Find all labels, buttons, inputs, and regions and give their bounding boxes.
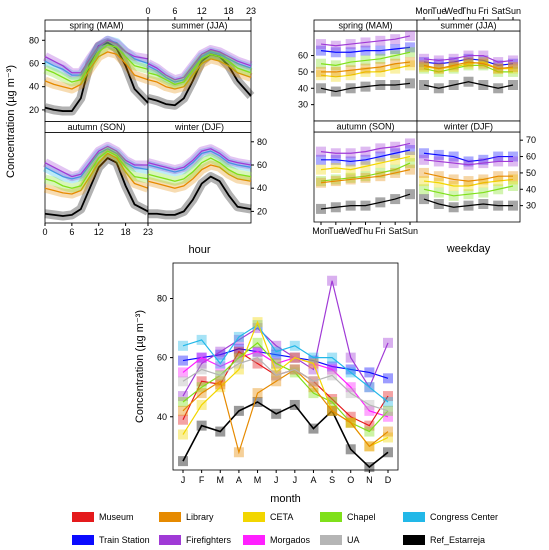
month-xtick-label: J: [274, 475, 279, 485]
hour-ytick-label: 40: [29, 82, 39, 92]
legend-swatch: [320, 535, 342, 545]
weekday-xlabel: weekday: [446, 243, 491, 255]
hour-panel-title: spring (MAM): [69, 21, 123, 31]
hour-ytick-label: 20: [257, 206, 267, 216]
hour-xlabel: hour: [188, 244, 210, 256]
legend-swatch: [159, 535, 181, 545]
legend-label: UA: [347, 535, 360, 545]
weekday-xtick-label: Fri: [478, 6, 489, 16]
legend-label: Library: [186, 512, 214, 522]
weekday-xtick-label: Mon: [415, 6, 433, 16]
month-xtick-label: N: [366, 475, 373, 485]
legend-swatch: [72, 535, 94, 545]
weekday-panel-title: spring (MAM): [338, 21, 392, 31]
weekday-point: [405, 31, 415, 41]
hour-panel-title: autumn (SON): [67, 122, 125, 132]
hour-ytick-label: 80: [257, 137, 267, 147]
month-xtick-label: M: [254, 475, 262, 485]
month-xtick-label: A: [310, 475, 316, 485]
weekday-xtick-label: Sun: [402, 226, 418, 236]
legend-label: Morgados: [270, 535, 311, 545]
hour-xtick-label: 23: [246, 6, 256, 16]
hour-xtick-label: 12: [94, 227, 104, 237]
legend-swatch: [403, 535, 425, 545]
weekday-ytick-label: 60: [526, 152, 536, 162]
hour-xtick-label: 0: [42, 227, 47, 237]
legend-label: Museum: [99, 512, 134, 522]
legend-label: Ref_Estarreja: [430, 535, 485, 545]
hour-ytick-label: 20: [29, 105, 39, 115]
hour-panel-title: summer (JJA): [172, 21, 228, 31]
weekday-panel: [417, 31, 520, 121]
legend-label: Congress Center: [430, 512, 498, 522]
legend-label: Train Station: [99, 535, 150, 545]
hour-ytick-label: 60: [257, 160, 267, 170]
weekday-xtick-label: Mon: [312, 226, 330, 236]
weekday-ytick-label: 50: [298, 67, 308, 77]
month-xtick-label: J: [181, 475, 186, 485]
legend: Museum Library CETA Chapel Congress Center Tr…: [72, 512, 498, 545]
hour-panel-title: winter (DJF): [174, 122, 224, 132]
month-xlabel: month: [270, 493, 301, 505]
legend-label: CETA: [270, 512, 293, 522]
month-ytick-label: 80: [157, 293, 167, 303]
hour-xtick-label: 0: [145, 6, 150, 16]
month-ytick-label: 60: [157, 353, 167, 363]
weekday-panel-title: summer (JJA): [441, 21, 497, 31]
month-ylabel: Concentration (µg m⁻³): [134, 310, 146, 423]
weekday-panel-title: autumn (SON): [336, 122, 394, 132]
month-xtick-label: S: [329, 475, 335, 485]
hour-xtick-label: 6: [69, 227, 74, 237]
weekday-ytick-label: 60: [298, 51, 308, 61]
weekday-xtick-label: Sat: [388, 226, 402, 236]
weekday-chart: spring (MAM) summer (JJA) autumn (SON) wint…: [298, 6, 536, 255]
legend-swatch: [72, 512, 94, 522]
month-xtick-label: M: [217, 475, 225, 485]
month-xtick-label: J: [293, 475, 298, 485]
hour-xtick-label: 12: [197, 6, 207, 16]
weekday-xtick-label: Sat: [491, 6, 505, 16]
hour-ytick-label: 60: [29, 58, 39, 68]
hour-xtick-label: 23: [143, 227, 153, 237]
hour-chart: spring (MAM) summer (JJA) autumn (SON) wint…: [5, 6, 267, 256]
weekday-xtick-label: Thu: [358, 226, 374, 236]
legend-label: Chapel: [347, 512, 376, 522]
month-ytick-label: 40: [157, 412, 167, 422]
weekday-ytick-label: 70: [526, 135, 536, 145]
legend-label: Firefighters: [186, 535, 232, 545]
legend-swatch: [243, 512, 265, 522]
hour-xtick-label: 18: [224, 6, 234, 16]
month-xtick-label: F: [199, 475, 205, 485]
month-xtick-label: O: [347, 475, 354, 485]
hour-ytick-label: 40: [257, 183, 267, 193]
weekday-ytick-label: 40: [298, 83, 308, 93]
hour-ylabel: Concentration (µg m⁻³): [5, 65, 17, 178]
legend-swatch: [320, 512, 342, 522]
weekday-xtick-label: Sun: [505, 6, 521, 16]
weekday-xtick-label: Fri: [375, 226, 386, 236]
weekday-point: [419, 60, 429, 70]
legend-swatch: [159, 512, 181, 522]
month-xtick-label: D: [385, 475, 392, 485]
hour-xtick-label: 6: [172, 6, 177, 16]
weekday-ytick-label: 40: [526, 184, 536, 194]
weekday-ytick-label: 30: [298, 100, 308, 110]
weekday-panel-title: winter (DJF): [443, 122, 493, 132]
weekday-ytick-label: 50: [526, 168, 536, 178]
month-xtick-label: A: [236, 475, 242, 485]
hour-ytick-label: 80: [29, 35, 39, 45]
weekday-ytick-label: 30: [526, 201, 536, 211]
weekday-xtick-label: Thu: [461, 6, 477, 16]
legend-swatch: [403, 512, 425, 522]
hour-xtick-label: 18: [121, 227, 131, 237]
legend-swatch: [243, 535, 265, 545]
